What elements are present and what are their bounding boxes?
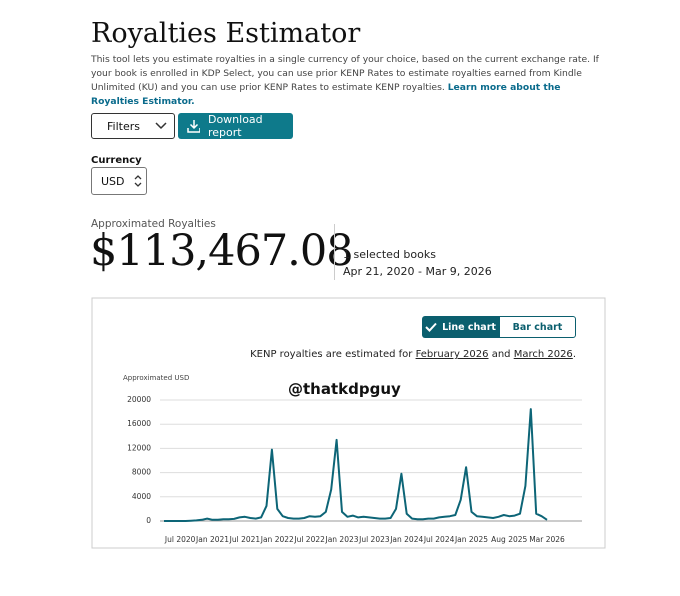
summary-amount: $113,467.08	[90, 226, 354, 276]
description: This tool lets you estimate royalties in…	[91, 53, 601, 109]
x-tick-label: Jan 2022	[260, 535, 294, 544]
note-text: .	[572, 349, 576, 360]
y-tick-label: 8000	[132, 468, 151, 477]
y-tick-label: 12000	[127, 443, 151, 452]
x-tick-label: Jan 2024	[389, 535, 423, 544]
x-tick-label: Jul 2020	[164, 535, 196, 544]
bar-chart-tab[interactable]: Bar chart	[499, 316, 576, 338]
check-icon	[425, 322, 437, 332]
filters-label: Filters	[107, 119, 140, 133]
filters-button[interactable]: Filters	[91, 113, 175, 139]
y-tick-label: 20000	[127, 395, 151, 404]
chart-frame	[91, 297, 606, 549]
select-arrows	[134, 175, 141, 187]
chart-toggle: Line chart Bar chart	[422, 316, 576, 338]
date-range: Apr 21, 2020 - Mar 9, 2026	[343, 265, 492, 278]
y-tick-label: 0	[146, 516, 151, 525]
currency-select[interactable]: USD	[91, 167, 147, 195]
download-button[interactable]: Download report	[178, 113, 293, 139]
x-tick-label: Jan 2021	[195, 535, 229, 544]
currency-label: Currency	[91, 155, 142, 166]
x-tick-label: Jan 2025	[454, 535, 488, 544]
learn-more-link[interactable]: Learn more about the Royalties Estimator…	[91, 82, 561, 107]
y-axis-title: Approximated USD	[123, 374, 189, 382]
note-text: and	[488, 349, 514, 360]
kenp-note: KENP royalties are estimated for Februar…	[250, 349, 576, 360]
summary-label: Approximated Royalties	[91, 218, 216, 230]
selected-books: 1 selected books	[343, 248, 436, 261]
line-chart-label: Line chart	[442, 321, 496, 333]
x-tick-label: Aug 2025	[491, 535, 527, 544]
x-tick-label: Jul 2022	[293, 535, 325, 544]
y-tick-label: 4000	[132, 492, 151, 501]
month-link[interactable]: February 2026	[415, 349, 489, 360]
x-tick-label: Jul 2021	[229, 535, 261, 544]
x-tick-label: Jul 2024	[423, 535, 455, 544]
line-chart-tab[interactable]: Line chart	[422, 316, 499, 338]
x-tick-label: Jul 2023	[358, 535, 390, 544]
divider	[334, 224, 335, 280]
x-tick-label: Mar 2026	[529, 535, 565, 544]
download-label: Download report	[207, 113, 263, 139]
description-text: This tool lets you estimate royalties in…	[91, 54, 599, 93]
month-link[interactable]: March 2026	[513, 349, 573, 360]
chevron-icon	[155, 122, 167, 130]
currency-value: USD	[101, 174, 125, 188]
line-series	[164, 408, 548, 522]
y-tick-label: 16000	[127, 419, 151, 428]
note-text: KENP royalties are estimated for	[250, 349, 416, 360]
watermark: @thatkdpguy	[288, 380, 401, 398]
page-title: Royalties Estimator	[91, 18, 361, 49]
download-icon	[187, 120, 200, 133]
x-tick-label: Jan 2023	[324, 535, 358, 544]
bar-chart-label: Bar chart	[512, 321, 563, 333]
